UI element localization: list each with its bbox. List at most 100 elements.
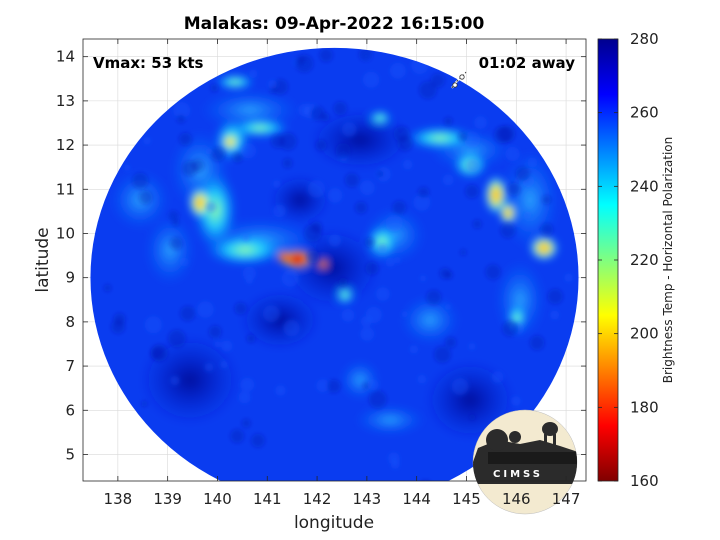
texture-speck	[409, 345, 419, 354]
texture-speck	[279, 132, 297, 151]
texture-speck	[529, 335, 545, 351]
texture-speck	[303, 224, 322, 242]
texture-speck	[268, 79, 278, 89]
y-tick-label: 8	[65, 313, 75, 331]
texture-speck	[275, 385, 286, 396]
texture-speck	[451, 378, 469, 396]
brightness-feature	[188, 187, 212, 219]
swath-texture	[110, 74, 560, 440]
texture-speck	[282, 158, 293, 169]
texture-speck	[306, 250, 320, 264]
texture-speck	[132, 172, 149, 189]
x-tick-label: 141	[253, 490, 282, 508]
y-tick-label: 5	[65, 445, 75, 463]
colorbar-label: Brightness Temp - Horizontal Polarizatio…	[661, 137, 675, 384]
texture-speck	[230, 429, 245, 443]
texture-speck	[221, 340, 233, 352]
texture-speck	[341, 308, 355, 322]
texture-speck	[360, 327, 375, 341]
swath-fine-texture	[103, 47, 573, 481]
texture-speck	[385, 214, 403, 232]
brightness-feature	[145, 215, 195, 285]
vmax-label: Vmax: 53 kts	[93, 54, 203, 72]
y-axis-label: latitude	[33, 227, 53, 292]
time-offset-label: 01:02 away	[479, 54, 576, 72]
texture-speck	[240, 377, 255, 392]
texture-speck	[417, 186, 430, 199]
texture-speck	[515, 166, 531, 181]
texture-speck	[103, 284, 112, 292]
texture-speck	[460, 249, 467, 256]
texture-speck	[564, 273, 573, 283]
x-axis-ticks: 138 139 140 141 142 143 144 145 146 147	[104, 39, 580, 508]
texture-speck	[234, 302, 247, 315]
texture-speck	[205, 148, 212, 155]
brightness-feature	[405, 126, 475, 150]
axes-frame	[82, 38, 587, 482]
texture-speck	[367, 379, 379, 391]
brightness-feature	[230, 118, 290, 138]
brightness-feature	[221, 133, 239, 151]
texture-speck	[507, 182, 521, 196]
colorbar-tick-label: 180	[630, 398, 659, 416]
brightness-feature	[368, 110, 392, 126]
texture-speck	[172, 219, 180, 227]
texture-speck	[376, 287, 390, 301]
texture-speck	[527, 157, 538, 168]
texture-speck	[540, 223, 554, 237]
texture-speck	[310, 106, 325, 121]
texture-speck	[307, 180, 326, 198]
texture-speck	[251, 433, 265, 448]
texture-speck	[500, 222, 516, 238]
x-tick-label: 140	[203, 490, 232, 508]
texture-speck	[502, 320, 519, 337]
texture-speck	[547, 288, 563, 305]
texture-speck	[442, 174, 454, 186]
texture-speck	[220, 360, 228, 369]
texture-speck	[232, 152, 243, 163]
texture-speck	[465, 184, 479, 199]
texture-speck	[111, 319, 125, 334]
texture-speck	[316, 379, 330, 392]
x-axis-label: longitude	[294, 513, 374, 533]
texture-speck	[341, 122, 357, 137]
texture-speck	[319, 48, 333, 62]
y-tick-label: 7	[65, 357, 75, 375]
y-tick-label: 11	[56, 180, 75, 198]
texture-speck	[364, 237, 375, 248]
brightness-feature	[335, 285, 355, 305]
texture-speck	[362, 71, 380, 88]
texture-speck	[240, 143, 257, 159]
texture-speck	[283, 319, 300, 337]
texture-speck	[360, 316, 372, 327]
brightness-feature	[240, 290, 320, 350]
texture-speck	[298, 103, 311, 117]
texture-speck	[242, 266, 256, 280]
x-tick-label: 144	[402, 490, 431, 508]
y-tick-label: 9	[65, 269, 75, 287]
texture-speck	[445, 336, 457, 349]
brightness-feature	[277, 250, 291, 264]
y-axis-ticks: 5 6 7 8 9 10 11 12 13 14	[56, 48, 586, 463]
texture-speck	[368, 390, 387, 409]
texture-speck	[401, 311, 408, 318]
texture-speck	[389, 62, 406, 79]
x-tick-label: 146	[502, 490, 531, 508]
texture-speck	[281, 269, 299, 287]
logo-text: CIMSS	[493, 469, 543, 480]
texture-speck	[358, 47, 373, 61]
x-tick-label: 145	[452, 490, 481, 508]
texture-speck	[365, 261, 379, 275]
texture-speck	[377, 243, 388, 254]
texture-speck	[511, 396, 521, 406]
texture-speck	[197, 301, 214, 318]
texture-speck	[204, 362, 214, 372]
texture-speck	[338, 277, 348, 287]
brightness-feature	[499, 201, 517, 225]
texture-speck	[402, 159, 413, 170]
chart-title: Malakas: 09-Apr-2022 16:15:00	[184, 14, 485, 34]
texture-speck	[466, 158, 480, 173]
texture-speck	[468, 342, 476, 350]
texture-speck	[439, 267, 451, 279]
colorbar-tick-label: 220	[630, 251, 659, 269]
